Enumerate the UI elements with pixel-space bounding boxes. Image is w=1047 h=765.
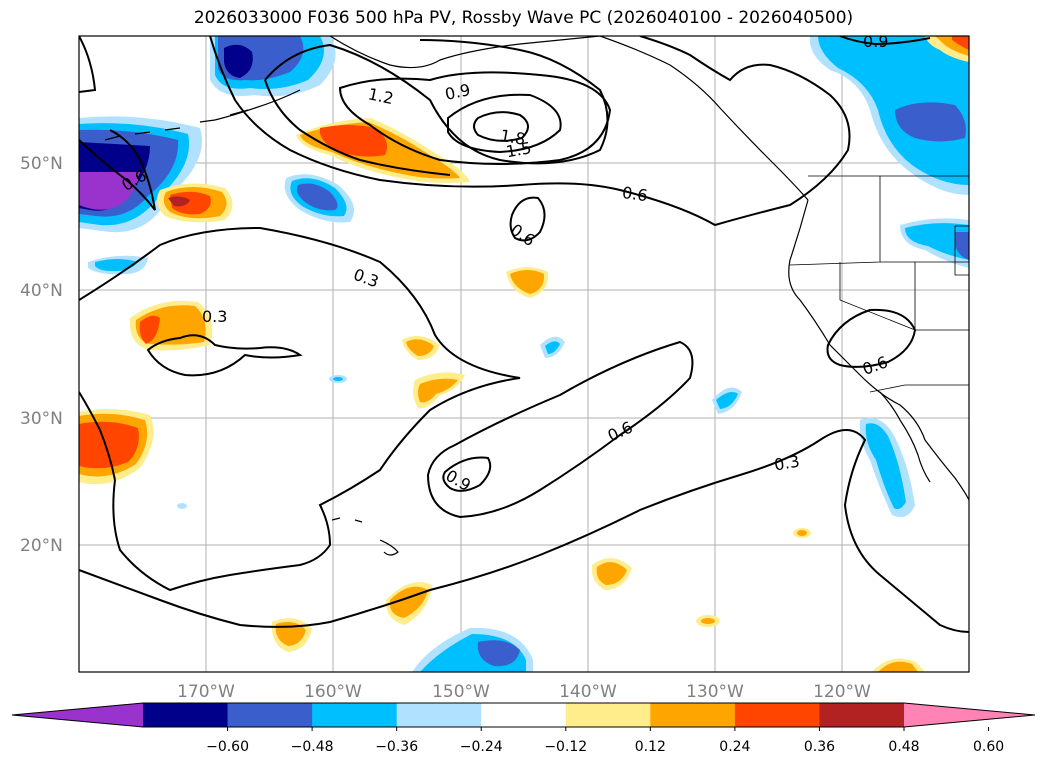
political-borders (789, 175, 969, 393)
contour-label-1-5: 1.5 (504, 138, 532, 161)
contour-0-6-north (79, 129, 156, 211)
colorbar-segment (819, 703, 905, 727)
longitude-labels: 170°W 160°W 150°W 140°W 130°W 120°W (177, 682, 871, 702)
colorbar-segment (565, 703, 651, 727)
border-ca-nv (839, 262, 969, 331)
contour-0-3-large (79, 226, 521, 592)
contour-label-0-9-a: 0.9 (443, 80, 472, 104)
colorbar-tick-label: 0.36 (804, 739, 835, 755)
coastline-us-west (788, 199, 969, 501)
colorbar-tick-label: 0.24 (719, 739, 750, 755)
lon-label-120w: 120°W (813, 682, 871, 702)
contour-0-9-north (264, 39, 609, 165)
border-us-mexico (869, 384, 969, 393)
lat-label-30n: 30°N (20, 409, 63, 429)
lon-label-130w: 130°W (686, 682, 744, 702)
coastlines (104, 36, 969, 556)
colorbar-tick-label: 0.60 (973, 739, 1004, 755)
colorbar-extend-min (12, 703, 143, 727)
colorbar-tick-label: −0.36 (375, 739, 418, 755)
colorbar-tick-label: −0.12 (544, 739, 587, 755)
colorbar-tick-label: −0.60 (206, 739, 249, 755)
lon-label-150w: 150°W (432, 682, 490, 702)
contour-0-6-loop (509, 196, 546, 242)
contour-0-6-ca (826, 308, 917, 368)
negative-anomalies (79, 36, 969, 672)
colorbar-extend-max (904, 703, 1035, 727)
positive-anomalies (79, 36, 969, 672)
contour-0-6-south (426, 340, 694, 519)
lon-label-140w: 140°W (559, 682, 617, 702)
colorbar-segment (650, 703, 736, 727)
contour-label-1-2: 1.2 (366, 84, 395, 108)
colorbar-segment (227, 703, 313, 727)
contour-label-1-8: 1.8 (499, 126, 527, 149)
lat-label-40n: 40°N (20, 281, 63, 301)
contour-label-0-9-b: 0.9 (863, 32, 888, 51)
contour-label-0-6-a: 0.6 (621, 183, 649, 205)
colorbar-segment (143, 703, 229, 727)
map-title: 2026033000 F036 500 hPa PV, Rossby Wave … (193, 8, 854, 28)
colorbar-tick-label: −0.48 (291, 739, 334, 755)
map-frame (78, 35, 970, 673)
colorbar: −0.60 −0.48 −0.36 −0.24 −0.12 0.12 0.24 0.36 0.4… (11, 702, 1036, 755)
colorbar-tick-label: −0.24 (460, 739, 503, 755)
contour-label-0-3-b: 0.3 (202, 307, 227, 326)
latitude-labels: 50°N 40°N 30°N 20°N (20, 154, 63, 556)
colorbar-segment (396, 703, 482, 727)
contour-label-0-3-c: 0.3 (773, 451, 801, 474)
colorbar-segment (481, 703, 567, 727)
contour-1-8 (473, 111, 529, 142)
colorbar-segment (734, 703, 820, 727)
contour-1-2 (338, 71, 612, 165)
contour-0-3-small (146, 334, 303, 377)
colorbar-segment (312, 703, 398, 727)
island-aleutians (104, 109, 249, 141)
colorbar-tick-label: 0.12 (635, 739, 666, 755)
lon-label-170w: 170°W (177, 682, 235, 702)
island-hawaii (331, 517, 399, 556)
contour-0-9-south (442, 456, 492, 492)
contour-1-5 (447, 93, 562, 154)
lat-label-50n: 50°N (20, 154, 63, 174)
lat-label-20n: 20°N (20, 536, 63, 556)
colorbar-outline (11, 702, 1036, 728)
lon-label-160w: 160°W (304, 682, 362, 702)
coastline-alaska (329, 36, 601, 69)
colorbar-tick-label: 0.48 (888, 739, 919, 755)
pv-contours (79, 36, 969, 633)
map-area (79, 36, 969, 672)
